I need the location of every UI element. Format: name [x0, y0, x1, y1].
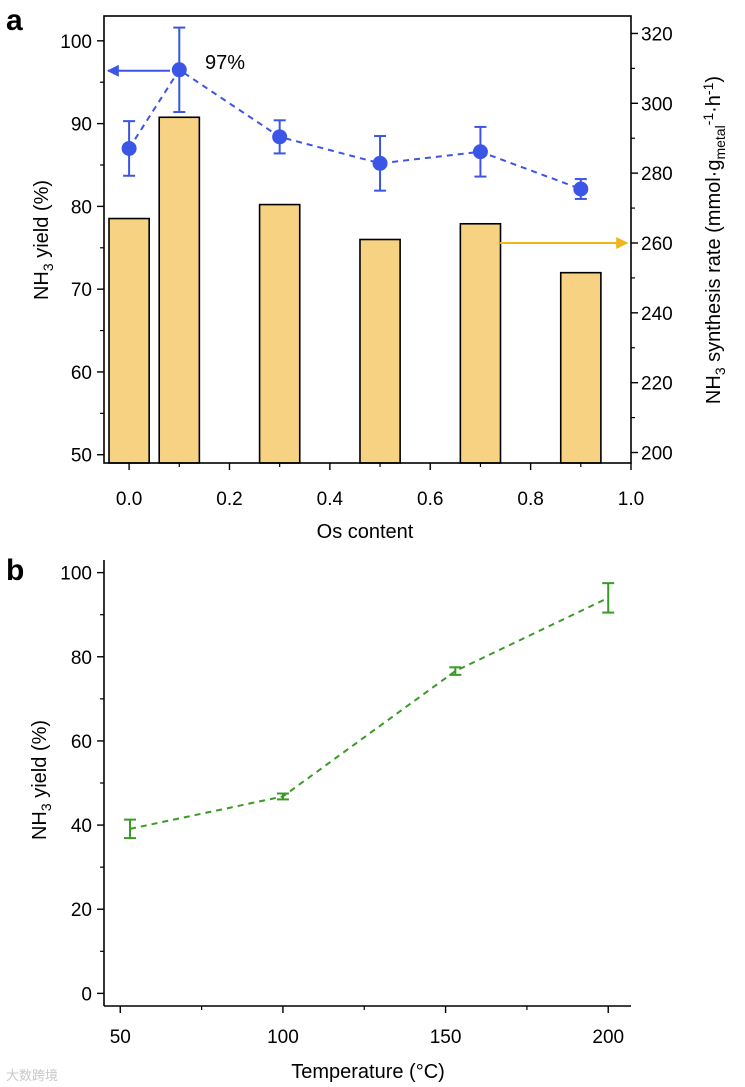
watermark: 大数跨境: [6, 1069, 58, 1084]
panel-a-right-y-ticks: 200 220 240 260 280 300 320: [631, 24, 673, 465]
yield-point-5: [573, 181, 589, 197]
b-x-tick-label-3: 200: [592, 1027, 624, 1048]
rate-bar-4: [459, 222, 502, 464]
b-x-tick-label-2: 150: [430, 1027, 462, 1048]
right-y-tick-label-5: 300: [641, 94, 673, 115]
panel-b-y-ticks: 0 20 40 60 80 100: [60, 564, 104, 1005]
panel-a: a 0.0 0.2 0.4 0.6 0.8 1.0 50 60 70 80 90 100 200 22…: [6, 4, 728, 543]
panel-a-x-axis-title: Os content: [317, 521, 414, 543]
panel-b-y-axis-title: NH3 yield (%): [29, 720, 54, 840]
x-tick-label-1: 0.2: [216, 489, 242, 510]
panel-a-left-y-ticks: 50 60 70 80 90 100: [60, 32, 104, 467]
panel-a-arrows: [106, 64, 629, 249]
left-y-tick-label-3: 80: [71, 197, 92, 218]
b-y-tick-label-2: 40: [71, 816, 92, 837]
b-y-tick-label-1: 20: [71, 900, 92, 921]
rate-bar-2: [258, 203, 301, 464]
left-y-tick-label-2: 70: [71, 280, 92, 301]
x-tick-label-2: 0.4: [317, 489, 344, 510]
b-y-tick-label-5: 100: [60, 564, 92, 585]
right-y-tick-label-1: 220: [641, 374, 673, 395]
panel-a-right-y-axis-title: NH3 synthesis rate (mmol·gmetal-1·h-1): [700, 76, 728, 404]
yield-line: [128, 68, 582, 190]
right-y-tick-label-2: 240: [641, 304, 673, 325]
yield-point-2: [272, 129, 288, 145]
panel-a-annotation-97: 97%: [205, 52, 245, 74]
panel-b-x-ticks: 50 100 150 200: [110, 1006, 624, 1048]
yield-point-0: [121, 140, 137, 156]
panel-a-x-ticks: 0.0 0.2 0.4 0.6 0.8 1.0: [116, 463, 644, 510]
rate-bar-5: [559, 271, 602, 464]
right-y-tick-label-4: 280: [641, 164, 673, 185]
panel-a-left-y-axis-title: NH3 yield (%): [31, 180, 56, 300]
b-x-tick-label-1: 100: [267, 1027, 299, 1048]
panel-a-yield-series: [121, 26, 589, 200]
panel-a-bars: [108, 116, 602, 464]
yield-point-3: [372, 155, 388, 171]
left-y-tick-label-4: 90: [71, 115, 92, 136]
left-y-tick-label-1: 60: [71, 363, 92, 384]
right-y-tick-label-6: 320: [641, 24, 673, 45]
x-tick-label-0: 0.0: [116, 489, 142, 510]
left-y-tick-label-0: 50: [71, 446, 92, 467]
b-yield-line: [129, 596, 609, 830]
b-y-tick-label-3: 60: [71, 732, 92, 753]
panel-a-plot-frame: [103, 15, 632, 464]
right-y-tick-label-3: 260: [641, 234, 673, 255]
rate-bar-0: [108, 217, 150, 464]
panel-b-x-axis-title: Temperature (°C): [291, 1061, 445, 1083]
yield-point-4: [472, 144, 488, 160]
rate-bar-1: [158, 116, 201, 464]
b-y-tick-label-4: 80: [71, 648, 92, 669]
panel-b: b 50 100 150 200 0 20 40 60 80 100 Temperature (…: [6, 554, 631, 1083]
rate-bar-3: [359, 238, 401, 464]
x-tick-label-5: 1.0: [618, 489, 644, 510]
b-y-tick-label-0: 0: [81, 984, 92, 1005]
b-x-tick-label-0: 50: [110, 1027, 131, 1048]
panel-b-yield-series: [124, 582, 615, 840]
panel-a-letter: a: [6, 4, 23, 37]
panel-b-letter: b: [6, 554, 24, 587]
yield-point-1: [171, 62, 187, 78]
x-tick-label-4: 0.8: [517, 489, 543, 510]
x-tick-label-3: 0.6: [417, 489, 443, 510]
right-y-tick-label-0: 200: [641, 444, 673, 465]
left-y-tick-label-5: 100: [60, 32, 92, 53]
